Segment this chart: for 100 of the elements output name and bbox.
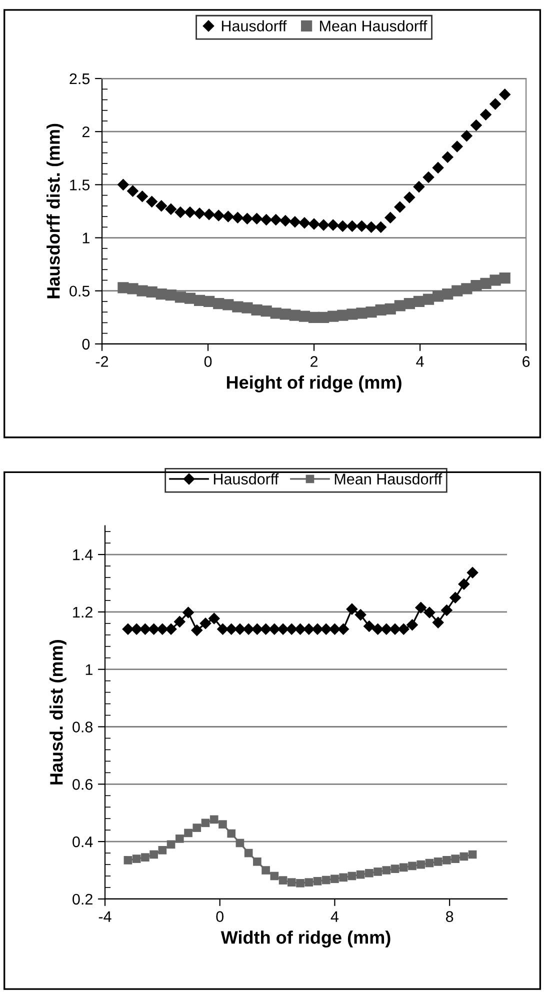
point [374,221,387,234]
point [184,206,196,218]
y-tick-label: 0.2 [72,894,92,905]
point [253,857,262,866]
point [280,214,292,227]
legend-label: Hausdorff [214,473,279,484]
x-tick-label: 8 [446,911,454,922]
point [126,185,139,197]
point [190,624,203,636]
y-tick-label: 2.5 [70,73,90,84]
point [382,866,391,874]
y-tick-label: 0.8 [72,722,93,732]
point [194,207,206,220]
point [155,200,168,212]
point [130,623,142,636]
point [489,98,502,110]
y-tick-label: 0.4 [72,836,93,848]
point [365,221,378,234]
point [312,623,324,636]
point [380,623,392,636]
point [277,623,289,636]
point [372,623,384,636]
point [174,616,186,628]
point [346,603,358,615]
y-tick-label: 1.2 [73,606,92,618]
point [442,151,454,163]
point [449,592,462,604]
point [296,879,304,888]
x-tick-label: 0 [216,911,224,922]
y-tick-label: 0.5 [70,286,90,297]
point [278,876,288,884]
point [354,608,366,621]
point [200,618,212,630]
x-tick-label: -2 [96,356,108,367]
x-tick-label: 2 [310,356,318,367]
point [398,623,410,636]
point [192,824,202,832]
point [322,876,330,884]
point [234,623,246,636]
point [451,854,460,863]
point [451,140,464,152]
y-tick-label: 1 [86,664,92,675]
legend-label: Hausdorff [222,20,287,32]
point [374,868,382,876]
point [432,162,444,174]
point [470,119,482,132]
point [460,852,468,861]
point [270,214,282,226]
y-tick-label: 0.6 [72,779,93,790]
point [339,873,348,882]
x-tick-label: -4 [98,911,112,922]
point [365,868,374,878]
point [432,616,444,628]
point [289,216,301,228]
point [201,818,210,828]
point [413,180,425,193]
point [458,578,470,590]
point [466,566,478,579]
point [241,212,254,225]
point [146,196,158,208]
point [414,602,427,614]
point [460,130,473,142]
point [210,815,218,824]
y-axis-title: Hausdorff dist. (mm) [46,124,64,298]
point [222,210,234,222]
point [363,620,376,632]
point [498,88,511,100]
point [298,217,310,229]
point [389,623,401,636]
x-tick-label: 4 [330,911,339,922]
point [499,272,510,284]
point [318,219,330,231]
point [184,828,192,838]
point [356,220,368,232]
point [158,846,167,854]
point [422,171,434,184]
point [165,203,177,215]
y-tick-label: 1.5 [70,180,90,190]
point [384,212,396,224]
point [416,860,426,869]
legend-label: Mean Hausdorff [334,473,442,484]
point [203,208,215,220]
point [260,214,272,226]
x-tick-label: 6 [522,356,530,367]
x-tick-label: 0 [204,356,212,367]
point [216,623,229,636]
point [270,872,279,880]
point [348,872,356,880]
point [356,870,365,879]
point [434,857,442,866]
y-tick-label: 0 [82,338,90,350]
point [117,178,130,191]
point [218,820,227,829]
legend-label: Mean Hausdorff [320,20,428,32]
x-axis-title: Width of ridge (mm) [220,930,390,948]
point [166,840,176,849]
point [236,838,244,848]
point [440,604,453,616]
point [346,220,358,232]
point [268,623,280,636]
